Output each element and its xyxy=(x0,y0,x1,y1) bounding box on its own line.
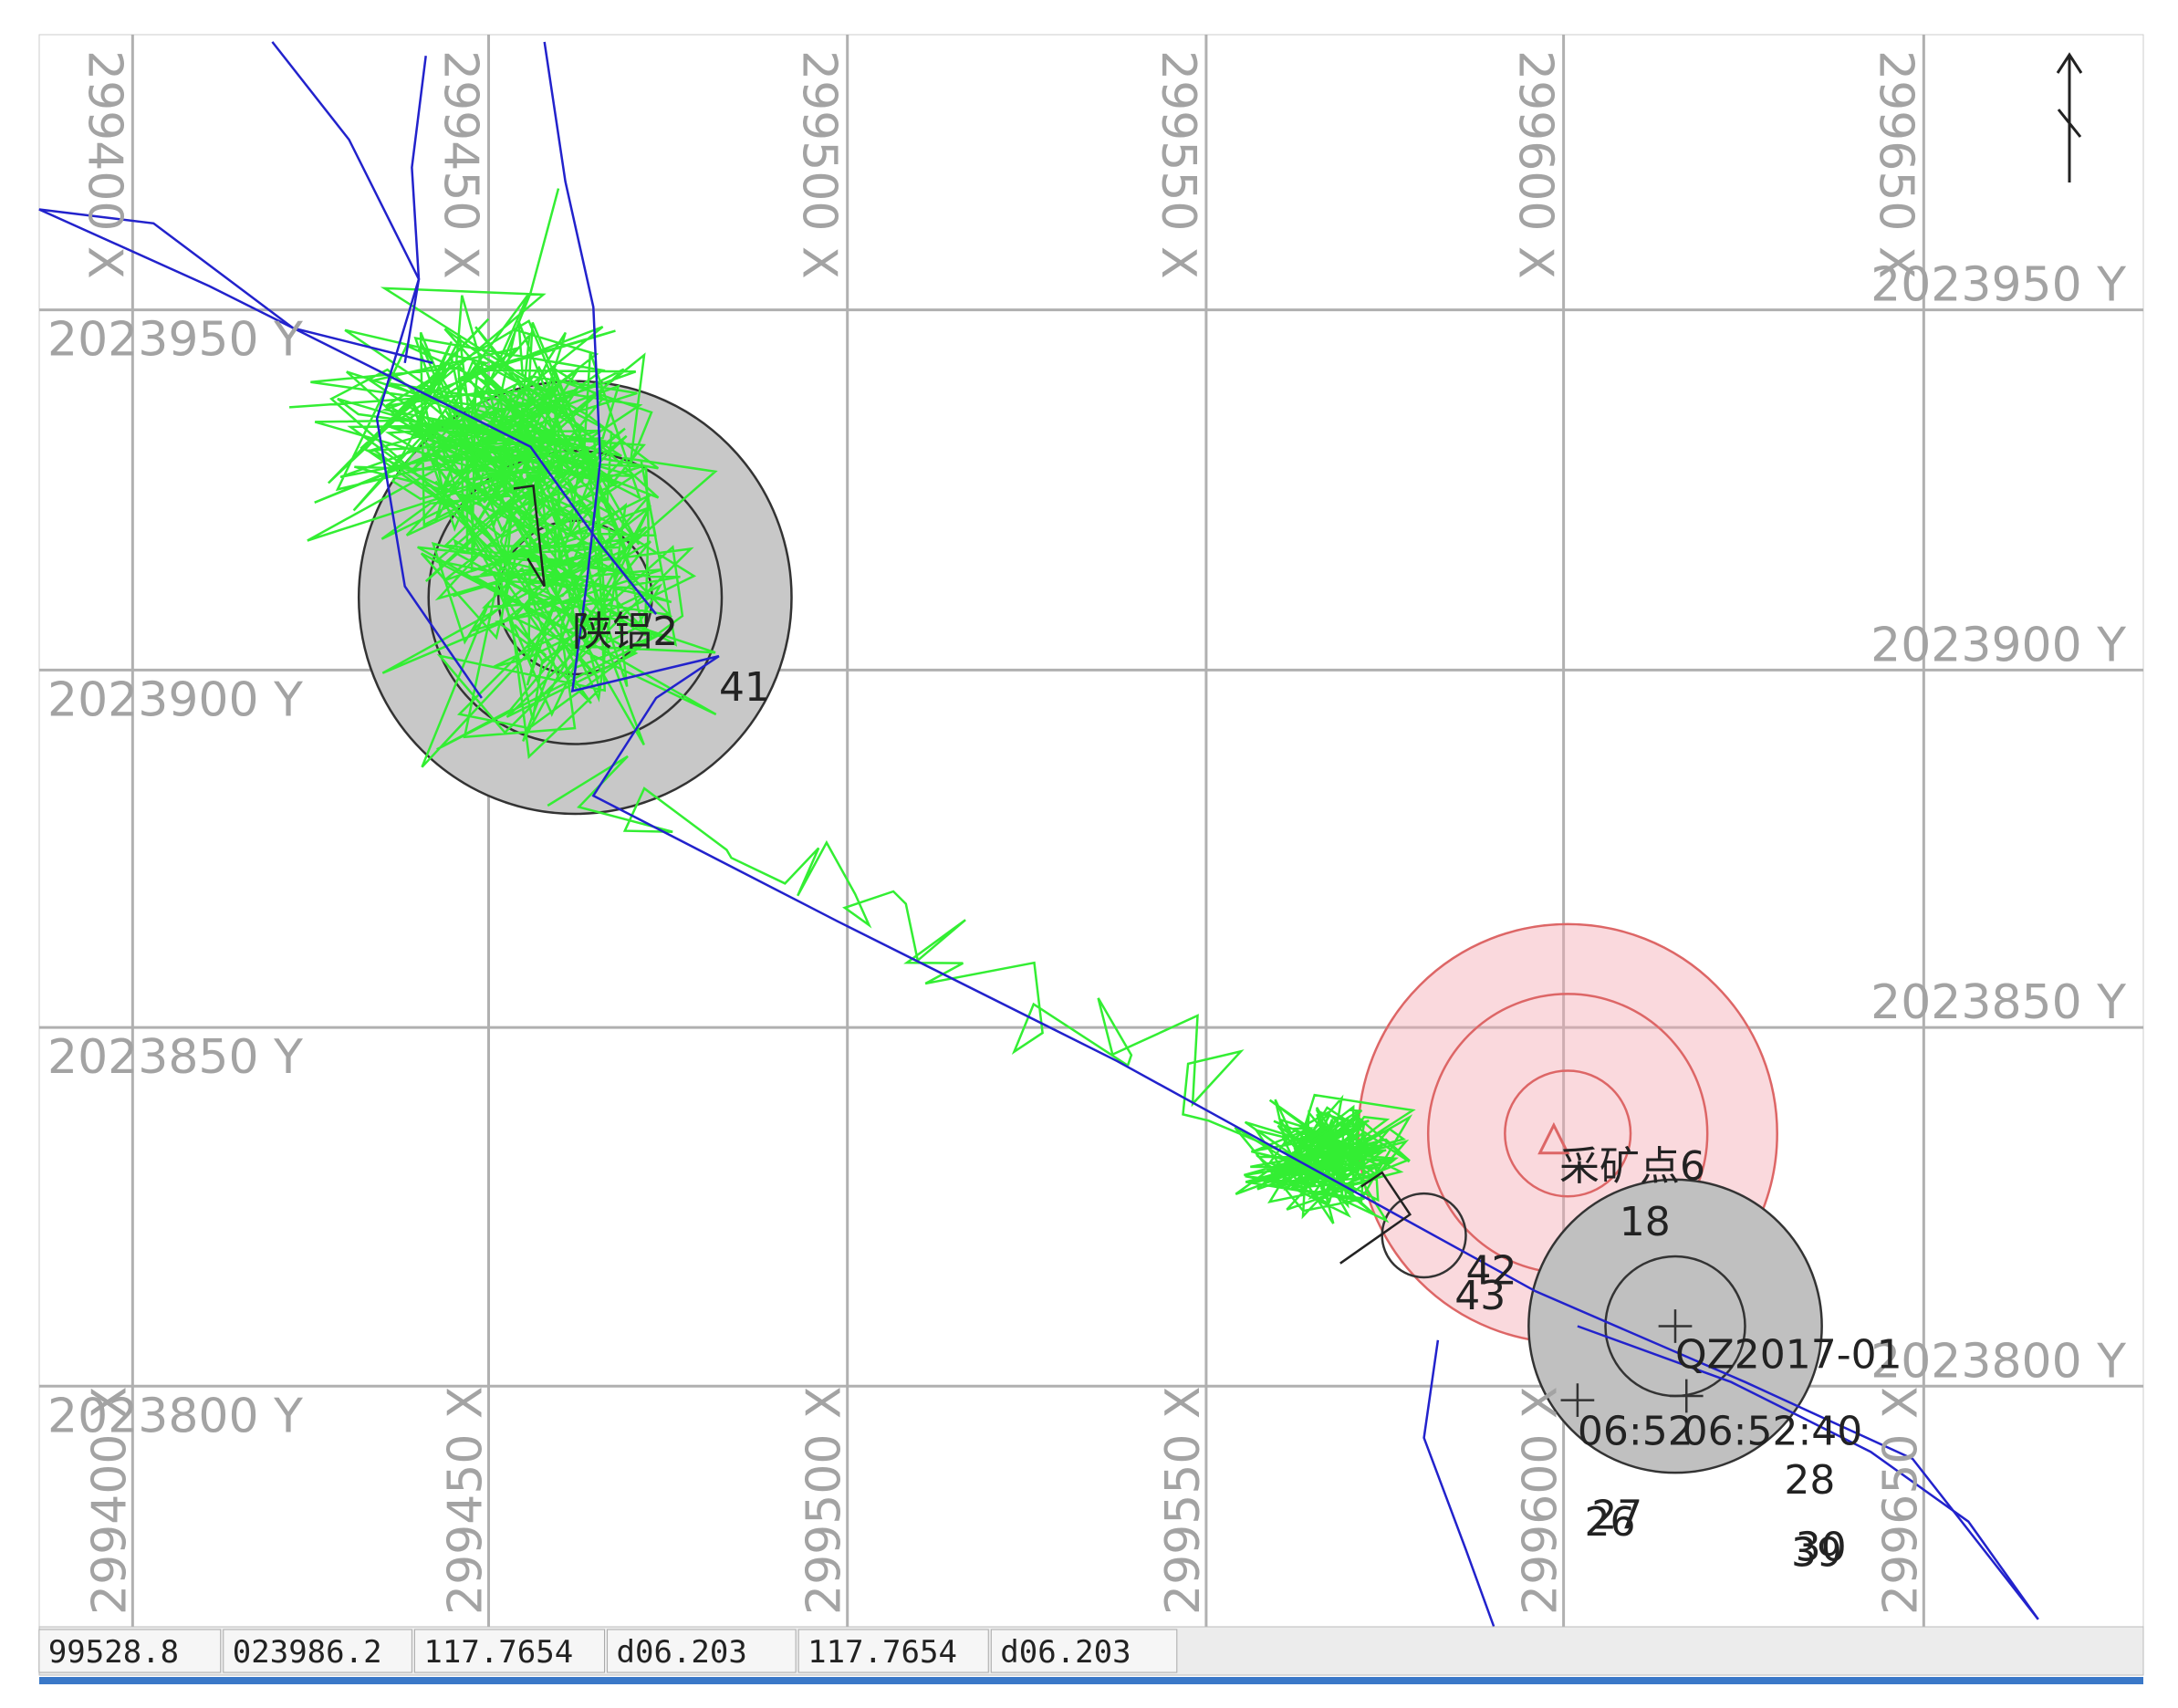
y-grid-label: 2023800 Y xyxy=(47,1389,303,1443)
point-label: 42 xyxy=(1466,1248,1517,1295)
y-grid-label: 2023950 Y xyxy=(47,313,303,368)
x-grid-label: 299550 X xyxy=(1151,50,1205,279)
y-grid-label: 2023900 Y xyxy=(47,672,303,727)
status-field xyxy=(38,1629,222,1673)
y-grid-label: 2023900 Y xyxy=(1871,618,2126,672)
geofence-circle xyxy=(427,449,724,745)
track-blue xyxy=(271,41,483,699)
point-label: 采矿点6 xyxy=(1559,1143,1705,1190)
track-blue xyxy=(38,208,658,615)
track-green xyxy=(501,188,560,364)
status-field xyxy=(223,1629,412,1673)
track-blue xyxy=(38,208,433,365)
x-grid-label: 299650 X xyxy=(1873,1386,1928,1615)
x-grid-label: 299500 X xyxy=(792,50,847,279)
status-value: d06.203 xyxy=(617,1634,747,1671)
map-canvas xyxy=(38,34,2144,1628)
track-blue xyxy=(543,41,720,693)
x-grid-label: 299650 X xyxy=(1868,50,1923,279)
point-label: 28 xyxy=(1784,1457,1835,1504)
point-label: 27 xyxy=(1591,1492,1642,1538)
status-value: d06.203 xyxy=(1000,1634,1131,1671)
x-grid-label: 299500 X xyxy=(797,1386,852,1615)
track-blue xyxy=(1422,1339,1495,1627)
status-value: 023986.2 xyxy=(233,1634,382,1671)
point-label: 陕铝2 xyxy=(572,609,678,655)
y-grid-label: 2023800 Y xyxy=(1871,1334,2126,1389)
x-grid-label: 299600 X xyxy=(1508,50,1563,279)
status-field xyxy=(607,1629,797,1673)
point-label: QZ2017-01 xyxy=(1675,1331,1902,1378)
y-grid-label: 2023950 Y xyxy=(1871,258,2126,313)
point-label: 30 xyxy=(1796,1525,1847,1571)
x-grid-label: 299450 X xyxy=(439,1386,494,1615)
x-grid-label: 299400 X xyxy=(77,50,131,279)
point-label: 06:52:40 xyxy=(1683,1409,1863,1455)
track-black xyxy=(1339,1171,1412,1265)
point-label: 26 xyxy=(1585,1499,1636,1546)
track-green xyxy=(289,286,660,583)
geofence-circle xyxy=(1504,1069,1632,1198)
x-grid-label: 299600 X xyxy=(1514,1386,1568,1615)
north-arrow xyxy=(2056,52,2083,182)
track-green xyxy=(381,427,718,768)
y-grid-label: 2023850 Y xyxy=(47,1030,303,1085)
track-black xyxy=(513,484,546,588)
track-blue xyxy=(403,56,427,364)
point-label: 06:52 xyxy=(1578,1409,1693,1455)
track-green xyxy=(547,755,1362,1159)
point-label: 18 xyxy=(1620,1199,1671,1245)
status-value: 99528.8 xyxy=(48,1634,179,1671)
status-value: 117.7654 xyxy=(808,1634,957,1671)
marker-triangle xyxy=(1537,1121,1570,1155)
x-grid-label: 299550 X xyxy=(1156,1386,1211,1615)
bottom-border xyxy=(39,1677,2143,1684)
status-field xyxy=(797,1629,989,1673)
track-green xyxy=(1234,1093,1416,1224)
y-grid-label: 2023850 Y xyxy=(1871,975,2126,1030)
status-field xyxy=(990,1629,1178,1673)
x-grid-label: 299450 X xyxy=(433,50,488,279)
track-blue xyxy=(591,655,2039,1620)
track-blue xyxy=(1577,1325,2039,1620)
point-label: 41 xyxy=(719,664,770,711)
point-label: 43 xyxy=(1454,1273,1506,1319)
point-label: 39 xyxy=(1791,1530,1842,1577)
x-grid-label: 299400 X xyxy=(82,1386,137,1615)
status-value: 117.7654 xyxy=(423,1634,573,1671)
status-field xyxy=(413,1629,605,1673)
